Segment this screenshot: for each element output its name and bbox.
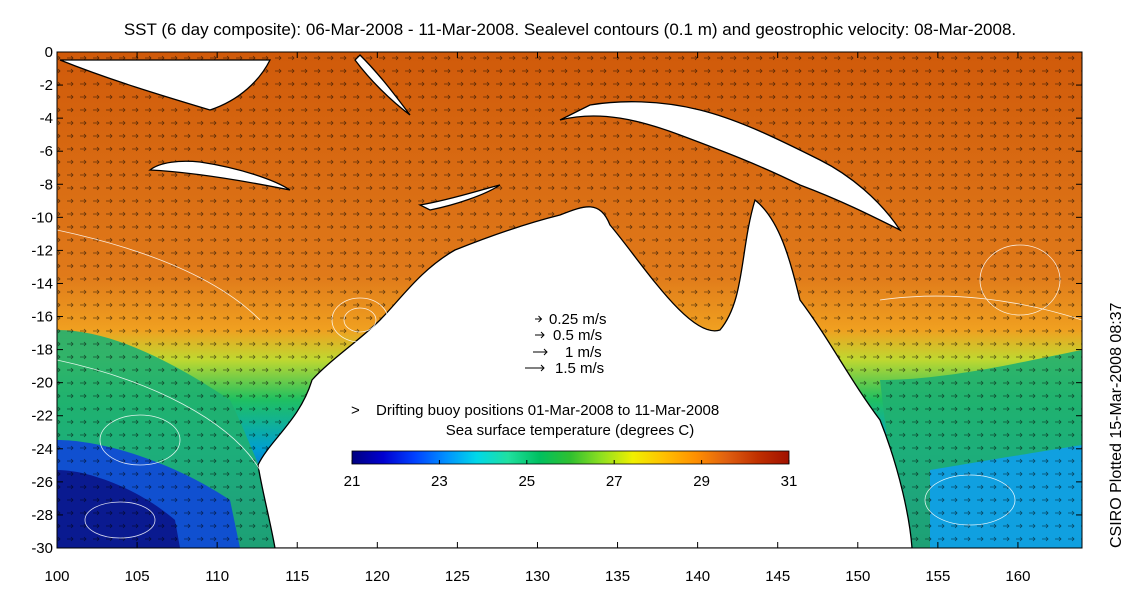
x-tick-label: 100	[44, 568, 69, 585]
colorbar-title: Sea surface temperature (degrees C)	[446, 422, 694, 439]
velocity-legend-label: 1 m/s	[565, 344, 602, 361]
y-tick-label: -20	[31, 375, 53, 392]
colorbar-ticks: 21 23 25 27 29 31	[344, 460, 798, 490]
sulawesi-island	[354, 54, 411, 116]
x-axis: 100 105 110 115 120 125 130 135 140 145 150 155 160	[44, 52, 1030, 585]
velocity-arrow-icon	[535, 331, 545, 339]
y-tick-label: -24	[31, 441, 53, 458]
x-tick-label: 135	[605, 568, 630, 585]
velocity-arrow-icon	[533, 348, 548, 356]
y-tick-label: -8	[40, 176, 53, 193]
y-axis: 0 -2 -4 -6 -8 -10 -12 -14 -16 -18 -20 -22 -24 -26 -28 -…	[31, 44, 1082, 557]
y-tick-label: -26	[31, 474, 53, 491]
timor-island	[417, 184, 501, 211]
colorbar-tick-label: 23	[431, 473, 448, 490]
plot-credit: CSIRO Plotted 15-Mar-2008 08:37	[1108, 302, 1125, 548]
y-tick-label: -4	[40, 110, 53, 127]
sealevel-contours	[57, 229, 1082, 539]
y-tick-label: -28	[31, 507, 53, 524]
buoy-legend: > Drifting buoy positions 01-Mar-2008 to…	[351, 402, 719, 419]
map-panel	[57, 52, 1082, 548]
x-tick-label: 160	[1005, 568, 1030, 585]
y-tick-label: -2	[40, 77, 53, 94]
map-frame	[56, 51, 1083, 549]
velocity-legend-label: 0.25 m/s	[549, 311, 607, 328]
x-tick-label: 140	[685, 568, 710, 585]
x-tick-label: 115	[285, 568, 309, 585]
colorbar-tick-label: 25	[518, 473, 535, 490]
new-guinea-landmass	[559, 101, 902, 232]
y-tick-label: 0	[45, 44, 53, 61]
x-tick-label: 145	[765, 568, 790, 585]
x-tick-label: 155	[925, 568, 950, 585]
y-tick-label: -14	[31, 275, 53, 292]
borneo-island	[59, 59, 272, 111]
velocity-legend-label: 0.5 m/s	[553, 327, 602, 344]
y-tick-label: -6	[40, 143, 53, 160]
velocity-arrow-icon	[525, 364, 545, 372]
y-tick-label: -30	[31, 540, 53, 557]
colorbar: Sea surface temperature (degrees C) 21 23…	[344, 422, 798, 490]
x-tick-label: 150	[845, 568, 870, 585]
colorbar-tick-label: 21	[344, 473, 361, 490]
java-island	[148, 160, 291, 191]
colorbar-tick-label: 31	[781, 473, 798, 490]
velocity-legend: 0.25 m/s0.5 m/s1 m/s1.5 m/s	[525, 311, 607, 377]
y-tick-label: -18	[31, 342, 53, 359]
colorbar-tick-label: 29	[693, 473, 710, 490]
velocity-legend-label: 1.5 m/s	[555, 360, 604, 377]
colorbar-tick-label: 27	[606, 473, 623, 490]
x-tick-label: 125	[445, 568, 470, 585]
colorbar-swatch	[351, 450, 790, 465]
buoy-marker-icon: >	[351, 402, 360, 419]
x-tick-label: 105	[125, 568, 150, 585]
y-tick-label: -16	[31, 309, 53, 326]
buoy-legend-label: Drifting buoy positions 01-Mar-2008 to 1…	[376, 402, 719, 419]
y-tick-label: -22	[31, 408, 53, 425]
map-title: SST (6 day composite): 06-Mar-2008 - 11-…	[123, 20, 1017, 39]
y-tick-label: -10	[31, 209, 53, 226]
x-tick-label: 130	[525, 568, 550, 585]
y-tick-label: -12	[31, 242, 53, 259]
x-tick-label: 120	[365, 568, 390, 585]
x-tick-label: 110	[205, 568, 229, 585]
velocity-arrow-icon	[535, 315, 543, 323]
